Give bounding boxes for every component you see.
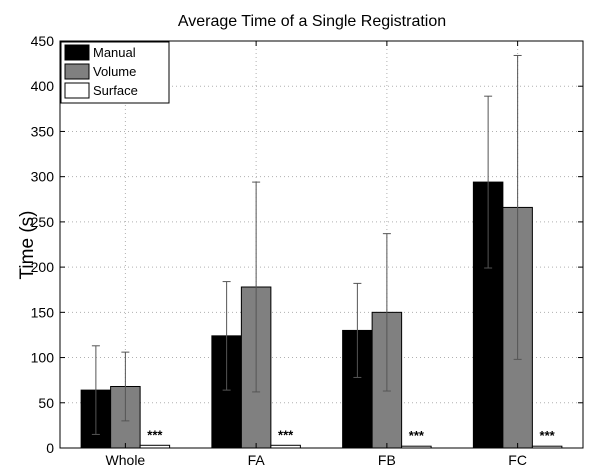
legend-swatch-surface [64,82,90,99]
legend-label-volume: Volume [93,64,136,79]
y-axis-ticks: 0 50 100 150 200 250 300 350 400 450 [31,33,583,456]
y-tick-label: 0 [46,440,54,456]
x-axis-ticks: Whole FA FB FC [106,41,527,468]
y-axis-label: Time (s) [17,211,38,280]
x-tick-label: FA [248,452,266,468]
legend-swatch-manual [64,44,90,61]
significance-marker: *** [409,428,425,443]
plot-frame [59,40,584,449]
y-tick-label: 300 [31,169,55,185]
x-tick-label: FC [508,452,527,468]
y-tick-label: 50 [38,395,54,411]
y-tick-label: 150 [31,304,55,320]
legend-swatch-volume [64,63,90,80]
y-tick-label: 400 [31,78,55,94]
x-tick-label: Whole [106,452,146,468]
y-tick-label: 450 [31,33,55,49]
y-tick-label: 200 [31,259,55,275]
legend-label-surface: Surface [93,83,138,98]
y-tick-label: 100 [31,350,55,366]
y-tick-label: 350 [31,123,55,139]
x-tick-label: FB [378,452,396,468]
significance-marker: *** [278,427,294,442]
legend-label-manual: Manual [93,45,136,60]
y-tick-label: 250 [31,214,55,230]
bars-group [80,181,563,449]
legend: Manual Volume Surface [60,41,170,104]
error-bars-group [91,54,522,435]
significance-marker: *** [147,427,163,442]
significance-marker: *** [540,428,556,443]
significance-annotations: *** *** *** *** [147,427,555,443]
chart-title: Average Time of a Single Registration [178,13,446,30]
